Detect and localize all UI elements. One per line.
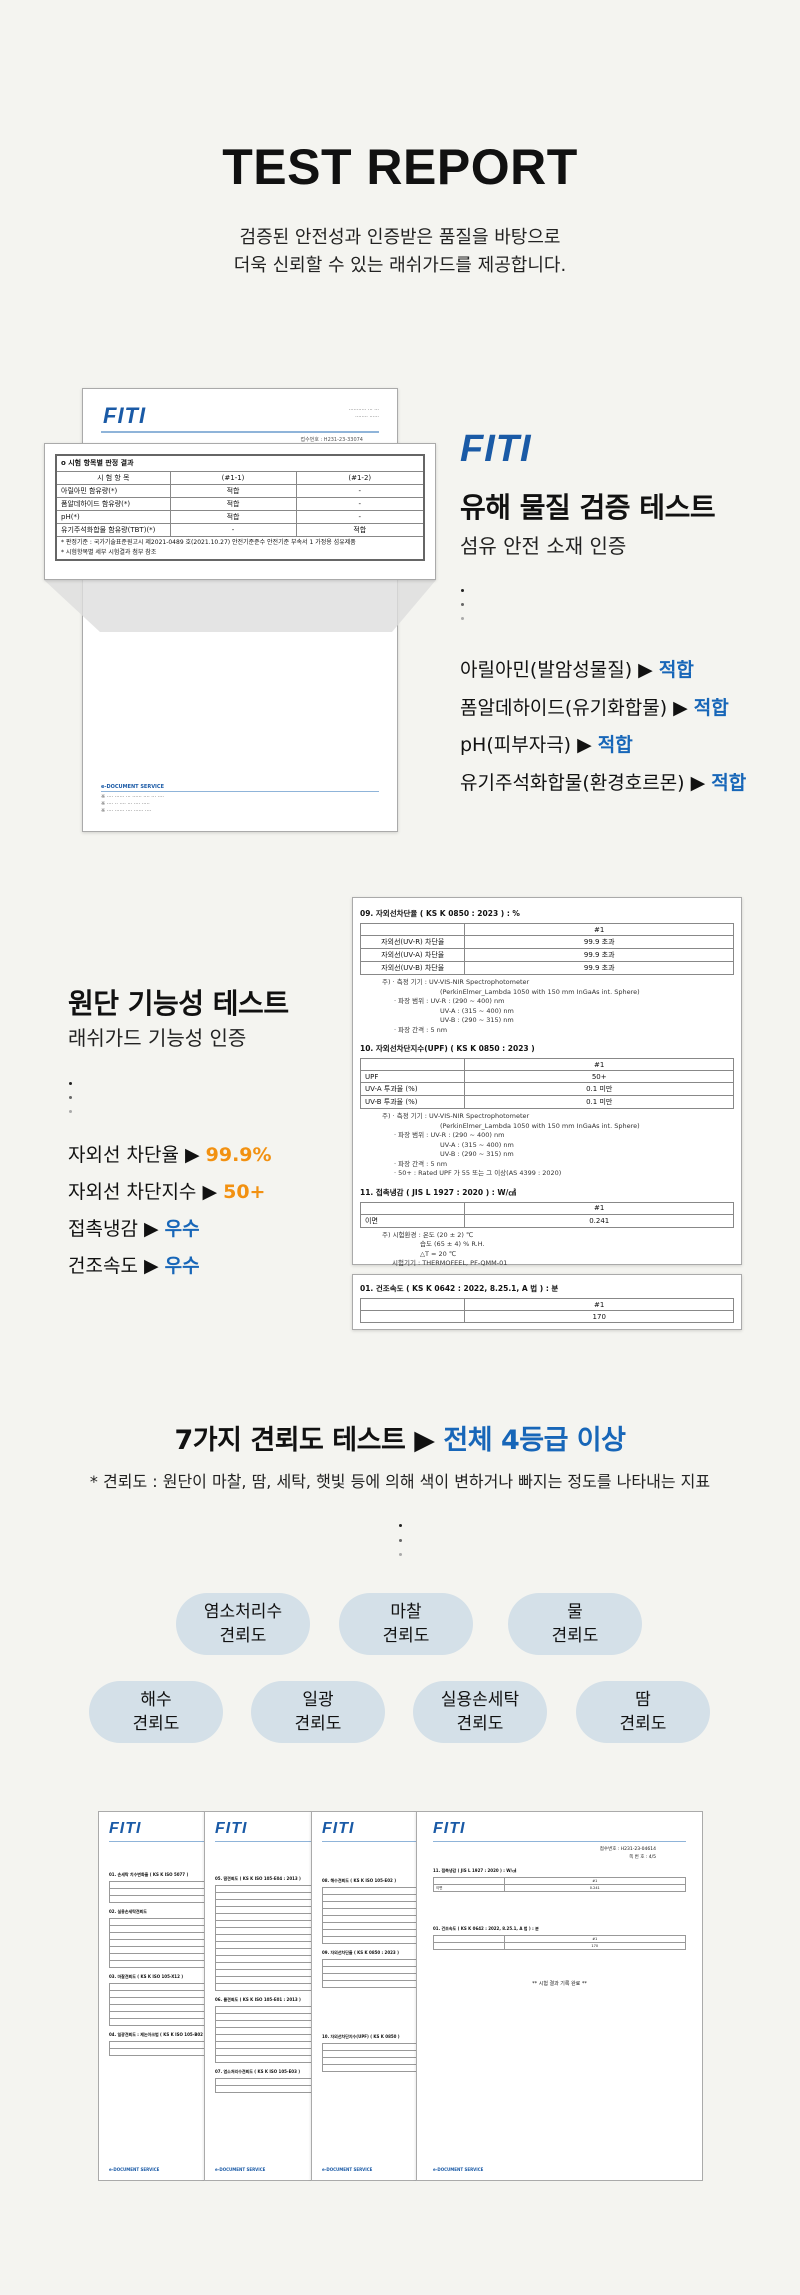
table-row: 이면 0.241: [359, 1213, 734, 1228]
column-header: (#1-1): [169, 470, 297, 485]
drying-speed-document: 01. 건조속도 ( KS K 0642 : 2022, 8.25.1, A 법…: [352, 1274, 742, 1330]
table-title: o 시험 항목별 판정 결과: [55, 454, 425, 472]
table-row: 자외선(UV-R) 차단율 99.9 초과: [359, 935, 734, 949]
fastness-badge: 해수 견뢰도: [89, 1681, 223, 1743]
subtitle-line: 검증된 안전성과 인증받은 품질을 바탕으로: [239, 227, 561, 248]
subtitle-line: 더욱 신뢰할 수 있는 래쉬가드를 제공합니다.: [233, 255, 567, 276]
fiti-logo: FITI: [322, 1820, 355, 1837]
end-of-results: ** 시험 결과 기록 완료 **: [532, 1981, 587, 1987]
fiti-logo: FITI: [109, 1820, 142, 1837]
column-header: 시 험 항 목: [55, 470, 171, 485]
fastness-note: * 견뢰도 : 원단이 마찰, 땀, 세탁, 햇빛 등에 의해 색이 변하거나 …: [89, 1472, 711, 1491]
results-list: 자외선 차단율 ▶ 99.9% 자외선 차단지수 ▶ 50+ 접촉냉감 ▶ 우수…: [68, 1137, 272, 1285]
table-row: 자외선(UV-A) 차단율 99.9 초과: [359, 948, 734, 962]
list-item: 유기주석화합물(환경호르몬) ▶ 적합: [460, 771, 747, 794]
table-row: UV-B 투과율 (%) 0.1 미만: [359, 1095, 734, 1109]
list-item: 자외선 차단율 ▶ 99.9%: [68, 1144, 272, 1166]
section-heading: 7가지 견뢰도 테스트 ▶ 전체 4등급 이상: [174, 1425, 626, 1456]
fastness-badge: 마찰 견뢰도: [339, 1593, 473, 1655]
table-row: UV-A 투과율 (%) 0.1 미만: [359, 1082, 734, 1096]
note: * 시험항목별 세부 시험결과 첨부 참조: [61, 548, 157, 556]
report-page: FITI 접수번호 : H231-23-04614 쪽 번 호 : 4/5 11.…: [416, 1811, 703, 2181]
column-header: (#1-2): [295, 470, 425, 485]
doc-section-title: 09. 자외선차단율 ( KS K 0850 : 2023 ) : %: [360, 909, 520, 918]
section-heading: 유해 물질 검증 테스트: [460, 491, 716, 524]
functional-test-document: 09. 자외선차단율 ( KS K 0850 : 2023 ) : % #1 자…: [352, 897, 742, 1267]
fiti-logo: FITI: [460, 428, 532, 470]
fastness-badge: 염소처리수 견뢰도: [176, 1593, 310, 1655]
page-title: TEST REPORT: [222, 139, 578, 195]
results-list: 아릴아민(발암성물질) ▶ 적합 폼알데하이드(유기화합물) ▶ 적합 pH(피…: [460, 652, 746, 802]
note: * 판정기준 : 국가기술표준원고시 제2021-0489 호(2021.10.…: [61, 538, 356, 546]
results-table-zoom: o 시험 항목별 판정 결과 시 험 항 목 (#1-1) (#1-2) 아릴아민 …: [44, 443, 436, 580]
list-item: 접촉냉감 ▶ 우수: [68, 1218, 200, 1240]
fiti-logo: FITI: [215, 1820, 248, 1837]
doc-section-title: 01. 건조속도 ( KS K 0642 : 2022, 8.25.1, A 법…: [360, 1284, 559, 1293]
fastness-badge: 일광 견뢰도: [251, 1681, 385, 1743]
fiti-logo: FITI: [103, 403, 147, 428]
document-footer: e-DOCUMENT SERVICE: [101, 784, 165, 790]
receipt-number: 접수번호 : H231-23-33074: [300, 437, 363, 443]
page-subtitle: 검증된 안전성과 인증받은 품질을 바탕으로 더욱 신뢰할 수 있는 래쉬가드를…: [0, 224, 800, 280]
table-row: 폼알데하이드 함유량(*) 적합 -: [55, 496, 425, 511]
report-pages-stack: FITI 01. 손세탁 치수변화율 ( KS K ISO 5077 ) 02.…: [98, 1811, 703, 2181]
table-row: 아릴아민 함유량(*) 적합 -: [55, 483, 425, 498]
section-subheading: 래쉬가드 기능성 인증: [68, 1026, 247, 1050]
fastness-badge: 물 견뢰도: [508, 1593, 642, 1655]
fiti-logo: FITI: [433, 1820, 466, 1837]
table-row: UPF 50+: [359, 1070, 734, 1083]
list-item: pH(피부자극) ▶ 적합: [460, 734, 633, 756]
lab-address: ··········· ··· ··· ········ ······: [348, 407, 379, 420]
table-row: 자외선(UV-B) 차단율 99.9 초과: [359, 961, 734, 975]
table-row: pH(*) 적합 -: [55, 509, 425, 524]
section-heading: 원단 기능성 테스트: [68, 987, 289, 1020]
table-row: 170: [359, 1310, 734, 1323]
fastness-badge: 실용손세탁 견뢰도: [413, 1681, 547, 1743]
list-item: 자외선 차단지수 ▶ 50+: [68, 1181, 266, 1203]
doc-section-title: 11. 접촉냉감 ( JIS L 1927 : 2020 ) : W/㎠: [360, 1187, 516, 1197]
list-item: 폼알데하이드(유기화합물) ▶ 적합: [460, 696, 729, 719]
fastness-badge: 땀 견뢰도: [576, 1681, 710, 1743]
doc-section-title: 10. 자외선차단지수(UPF) ( KS K 0850 : 2023 ): [360, 1044, 535, 1053]
list-item: 건조속도 ▶ 우수: [68, 1255, 200, 1277]
table-row: 유기주석화합물 함유량(TBT)(*) - 적합: [55, 522, 425, 537]
list-item: 아릴아민(발암성물질) ▶ 적합: [460, 659, 694, 681]
magnifier-shadow: [44, 580, 436, 632]
section-subheading: 섬유 안전 소재 인증: [460, 534, 627, 558]
